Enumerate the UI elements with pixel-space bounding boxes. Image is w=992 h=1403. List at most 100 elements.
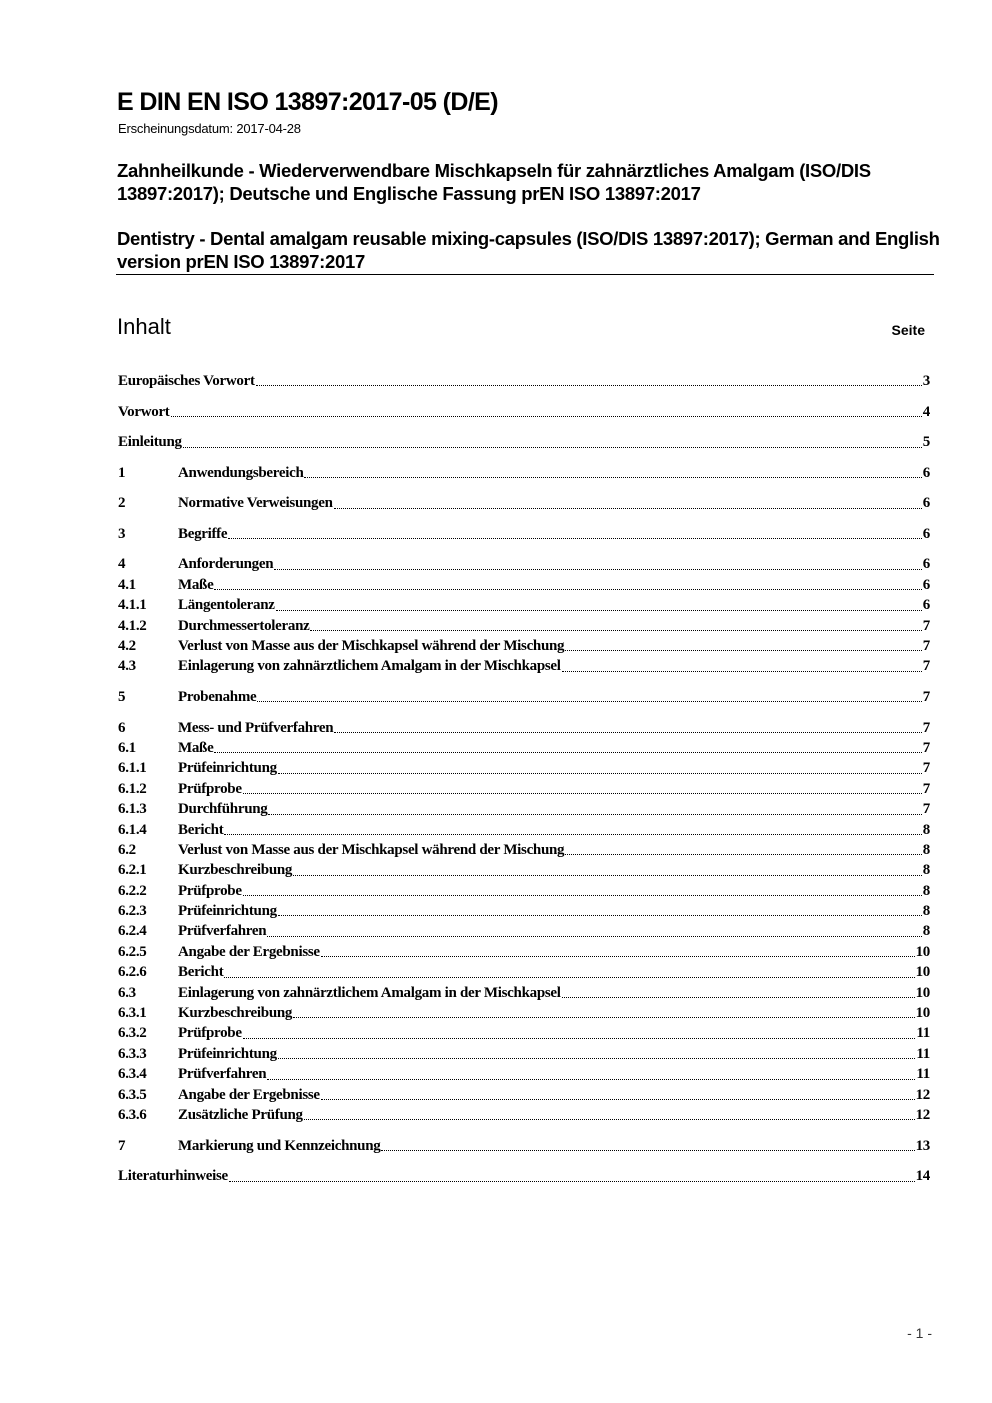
toc-entry-number: 6.2.4	[118, 923, 147, 940]
toc-entry[interactable]: 6.2.4 Prüfverfahren 8	[118, 921, 930, 941]
toc-entry-title: Mess- und Prüfverfahren	[178, 719, 334, 736]
toc-entry[interactable]: 2 Normative Verweisungen 6	[118, 493, 930, 513]
toc-entry-page: 7	[922, 658, 931, 675]
toc-entry[interactable]: 4.2 Verlust von Masse aus der Mischkapsel…	[118, 636, 930, 656]
toc-entry-page: 6	[922, 576, 931, 593]
toc-entry-title: Einlagerung von zahnärztlichem Amalgam i…	[178, 984, 561, 1001]
toc-entry[interactable]: Europäisches Vorwort 3	[118, 371, 930, 391]
toc-entry[interactable]: 4.3 Einlagerung von zahnärztlichem Amalga…	[118, 656, 930, 676]
toc-entry[interactable]: 6.3.4 Prüfverfahren 11	[118, 1064, 930, 1084]
toc-entry-page: 6	[922, 495, 931, 512]
toc-entry[interactable]: 4.1.2 Durchmessertoleranz 7	[118, 616, 930, 636]
document-id: E DIN EN ISO 13897:2017-05 (D/E)	[117, 88, 499, 116]
toc-entry[interactable]: 1 Anwendungsbereich 6	[118, 463, 930, 483]
toc-entry-title: Prüfeinrichtung	[178, 760, 277, 777]
toc-entry-page: 12	[915, 1107, 931, 1123]
toc-entry-page: 11	[916, 1045, 930, 1062]
publication-date: Erscheinungsdatum: 2017-04-28	[118, 121, 301, 136]
toc-entry[interactable]: 6.2.2 Prüfprobe 8	[118, 881, 930, 901]
toc-entry-title: Prüfprobe	[178, 882, 242, 899]
toc-entry[interactable]: 6.2.5 Angabe der Ergebnisse 10	[118, 942, 930, 962]
toc-entry[interactable]: 6.1.2 Prüfprobe 7	[118, 779, 930, 799]
toc-entry-number: 6.2	[118, 841, 136, 858]
toc-entry-page: 6	[922, 525, 931, 542]
toc-entry[interactable]: 4.1 Maße 6	[118, 575, 930, 595]
toc-entry-title: Normative Verweisungen	[178, 495, 333, 512]
toc-entry[interactable]: 6.1.1 Prüfeinrichtung 7	[118, 758, 930, 778]
toc-entry-number: 6.2.1	[118, 862, 147, 879]
toc-entry-page: 13	[915, 1137, 931, 1154]
toc-entry[interactable]: 6.2 Verlust von Masse aus der Mischkapsel…	[118, 840, 930, 860]
toc-entry[interactable]: Literaturhinweise 14	[118, 1166, 930, 1186]
toc-entry-page: 10	[915, 1005, 931, 1022]
dot-leader	[242, 1037, 916, 1039]
toc-entry[interactable]: 6.3.6 Zusätzliche Prüfung 12	[118, 1105, 930, 1125]
toc-entry-title: Verlust von Masse aus der Mischkapsel wä…	[178, 638, 565, 655]
dot-leader	[565, 853, 922, 856]
toc-entry-title: Bericht	[178, 821, 224, 838]
toc-entry-title: Zusätzliche Prüfung	[178, 1107, 303, 1123]
toc-entry-number: 6.3.5	[118, 1086, 147, 1103]
toc-entry[interactable]: 5 Probenahme 7	[118, 687, 930, 707]
toc-entry[interactable]: 6.3.2 Prüfprobe 11	[118, 1023, 930, 1043]
dot-leader	[333, 507, 922, 509]
toc-entry-number: 6.1.3	[118, 801, 147, 818]
dot-leader	[561, 670, 922, 672]
toc-entry-page: 6	[922, 556, 931, 573]
toc-entry-title: Angabe der Ergebnisse	[178, 943, 320, 960]
toc-entry-page: 7	[922, 638, 931, 655]
toc-entry-page: 7	[922, 780, 931, 797]
toc-entry-number: 7	[118, 1137, 126, 1154]
toc-entry-title: Prüfprobe	[178, 1025, 242, 1042]
toc-entry[interactable]: 7 Markierung und Kennzeichnung 13	[118, 1136, 930, 1156]
toc-entry[interactable]: 6.3 Einlagerung von zahnärztlichem Amalga…	[118, 983, 930, 1003]
toc-entry[interactable]: 6.1 Maße 7	[118, 738, 930, 758]
toc-entry[interactable]: 3 Begriffe 6	[118, 524, 930, 544]
toc-entry-number: 6.3.3	[118, 1045, 147, 1062]
toc-entry-title: Vorwort	[118, 403, 170, 420]
toc-entry-title: Kurzbeschreibung	[178, 862, 293, 879]
toc-entry-number: 6.3.1	[118, 1005, 147, 1022]
dot-leader	[224, 833, 922, 835]
dot-leader	[170, 415, 922, 417]
toc-entry-title: Einleitung	[118, 434, 182, 451]
toc-entry[interactable]: 6.1.4 Bericht 8	[118, 820, 930, 840]
toc-entry-title: Maße	[178, 739, 214, 756]
dot-leader	[304, 476, 922, 479]
toc-entry-title: Literaturhinweise	[118, 1168, 228, 1185]
toc-entry[interactable]: Vorwort 4	[118, 402, 930, 422]
toc-entry-number: 4.1.2	[118, 617, 147, 634]
toc-entry[interactable]: 6.1.3 Durchführung 7	[118, 799, 930, 819]
dot-leader	[310, 629, 922, 632]
toc-entry[interactable]: 6.3.3 Prüfeinrichtung 11	[118, 1044, 930, 1064]
toc-entry[interactable]: 4.1.1 Längentoleranz 6	[118, 595, 930, 615]
toc-entry-number: 6.2.2	[118, 882, 147, 899]
toc-entry-title: Bericht	[178, 964, 224, 981]
toc-entry[interactable]: 6.2.1 Kurzbeschreibung 8	[118, 860, 930, 880]
toc-entry-title: Markierung und Kennzeichnung	[178, 1137, 381, 1154]
toc-entry[interactable]: 6.2.3 Prüfeinrichtung 8	[118, 901, 930, 921]
dot-leader	[320, 1098, 915, 1100]
toc-entry[interactable]: Einleitung 5	[118, 432, 930, 452]
dot-leader	[267, 1078, 916, 1080]
toc-entry-title: Maße	[178, 576, 214, 593]
dot-leader	[561, 996, 915, 999]
toc-entry-title: Verlust von Masse aus der Mischkapsel wä…	[178, 841, 565, 858]
toc-entry[interactable]: 6.2.6 Bericht 10	[118, 962, 930, 982]
dot-leader	[277, 1057, 916, 1060]
toc-entry-page: 11	[916, 1066, 930, 1083]
toc-entry-title: Angabe der Ergebnisse	[178, 1086, 320, 1103]
header-divider	[116, 274, 934, 275]
dot-leader	[293, 874, 922, 876]
toc-entry-page: 10	[915, 943, 931, 960]
toc-entry[interactable]: 4 Anforderungen 6	[118, 554, 930, 574]
toc-entry[interactable]: 6.3.1 Kurzbeschreibung 10	[118, 1003, 930, 1023]
toc-entry-number: 6.2.5	[118, 943, 147, 960]
toc-entry-page: 8	[922, 821, 931, 838]
toc-entry[interactable]: 6.3.5 Angabe der Ergebnisse 12	[118, 1085, 930, 1105]
toc-entry-page: 11	[916, 1025, 930, 1042]
title-german: Zahnheilkunde - Wiederverwendbare Mischk…	[117, 160, 871, 204]
toc-entry-page: 5	[922, 434, 931, 451]
toc-entry[interactable]: 6 Mess- und Prüfverfahren 7	[118, 718, 930, 738]
dot-leader	[293, 1016, 915, 1019]
